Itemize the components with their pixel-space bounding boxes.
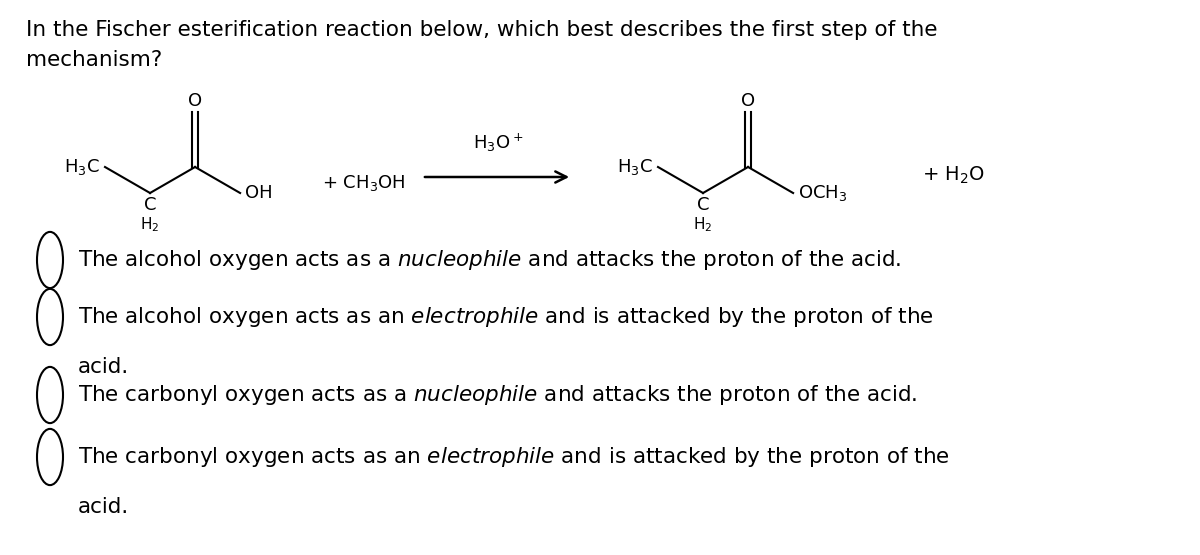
Text: The carbonyl oxygen acts as a $\mathit{nucleophile}$ and attacks the proton of t: The carbonyl oxygen acts as a $\mathit{n… bbox=[78, 383, 917, 407]
Text: The alcohol oxygen acts as a $\mathit{nucleophile}$ and attacks the proton of th: The alcohol oxygen acts as a $\mathit{nu… bbox=[78, 248, 901, 272]
Text: H$_2$: H$_2$ bbox=[140, 215, 160, 234]
Text: + H$_2$O: + H$_2$O bbox=[922, 164, 985, 186]
Text: C: C bbox=[697, 196, 709, 214]
Text: O: O bbox=[742, 92, 755, 110]
Text: C: C bbox=[144, 196, 156, 214]
Text: The alcohol oxygen acts as an $\mathit{electrophile}$ and is attacked by the pro: The alcohol oxygen acts as an $\mathit{e… bbox=[78, 305, 934, 329]
Text: In the Fischer esterification reaction below, which best describes the first ste: In the Fischer esterification reaction b… bbox=[26, 20, 937, 40]
Text: + CH$_3$OH: + CH$_3$OH bbox=[322, 173, 406, 193]
Text: The carbonyl oxygen acts as an $\mathit{electrophile}$ and is attacked by the pr: The carbonyl oxygen acts as an $\mathit{… bbox=[78, 445, 950, 469]
Text: acid.: acid. bbox=[78, 357, 130, 377]
Text: H$_2$: H$_2$ bbox=[694, 215, 713, 234]
Text: mechanism?: mechanism? bbox=[26, 50, 162, 70]
Text: H$_3$C: H$_3$C bbox=[65, 157, 100, 177]
Text: acid.: acid. bbox=[78, 497, 130, 517]
Text: O: O bbox=[188, 92, 202, 110]
Text: OH: OH bbox=[245, 184, 272, 202]
Text: H$_3$O$^+$: H$_3$O$^+$ bbox=[473, 132, 523, 154]
Text: OCH$_3$: OCH$_3$ bbox=[798, 183, 847, 203]
Text: H$_3$C: H$_3$C bbox=[617, 157, 653, 177]
